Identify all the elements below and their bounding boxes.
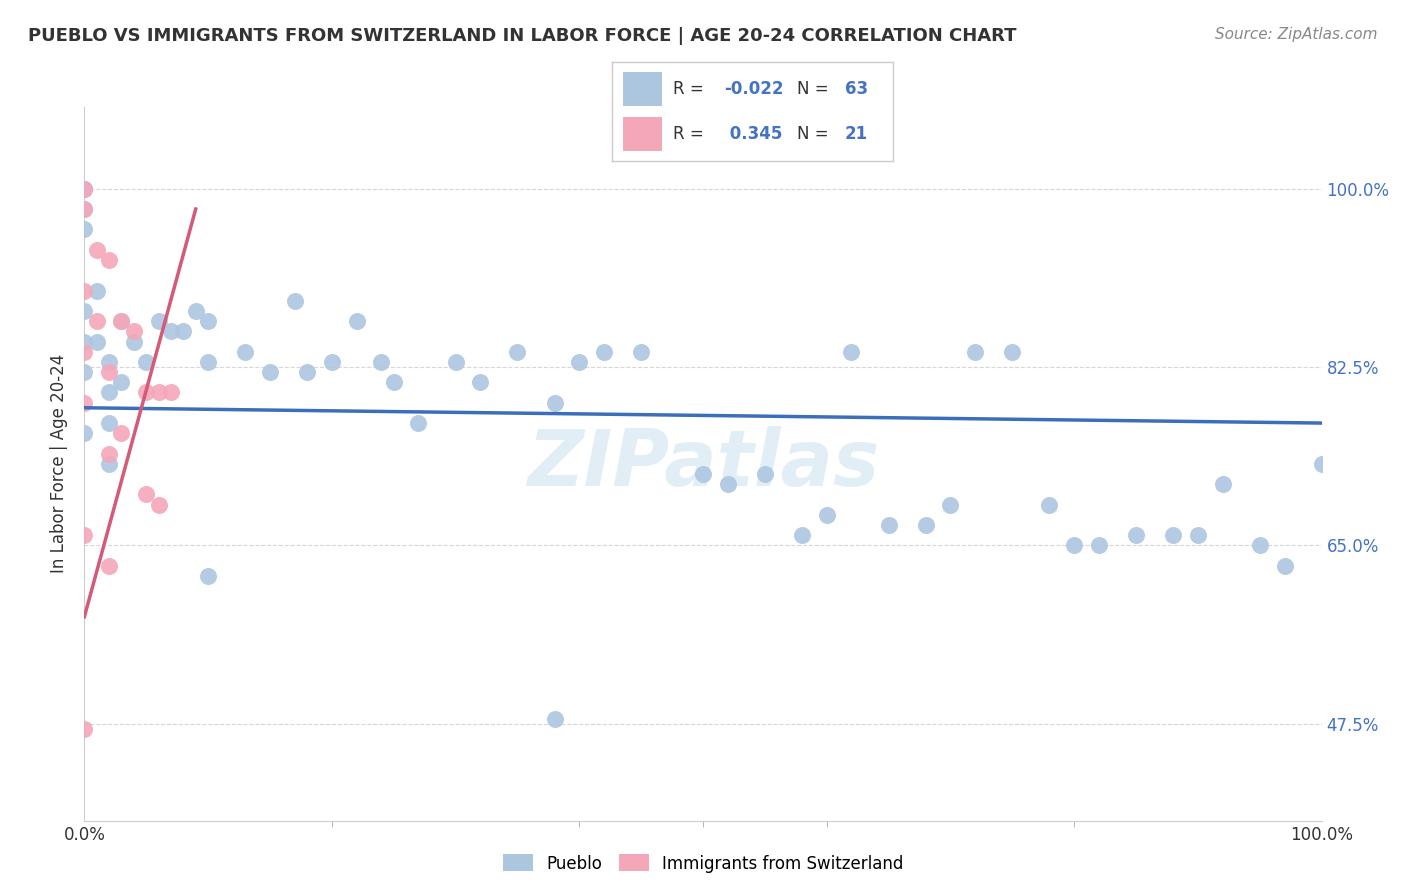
Point bbox=[717, 477, 740, 491]
Point bbox=[197, 569, 219, 583]
Text: 63: 63 bbox=[845, 80, 868, 98]
Point bbox=[543, 712, 565, 726]
Point bbox=[754, 467, 776, 481]
Point bbox=[568, 355, 591, 369]
Point bbox=[73, 528, 96, 542]
Bar bbox=[623, 118, 662, 151]
Point bbox=[110, 426, 132, 441]
Point bbox=[470, 376, 492, 390]
Point bbox=[135, 355, 157, 369]
Point bbox=[73, 426, 96, 441]
Text: N =: N = bbox=[797, 80, 834, 98]
Point bbox=[965, 344, 987, 359]
Point bbox=[122, 334, 145, 349]
Point bbox=[73, 395, 96, 409]
Point bbox=[841, 344, 863, 359]
Point bbox=[284, 293, 307, 308]
Point bbox=[1161, 528, 1184, 542]
Point bbox=[73, 722, 96, 736]
Legend: Pueblo, Immigrants from Switzerland: Pueblo, Immigrants from Switzerland bbox=[496, 847, 910, 880]
Point bbox=[98, 365, 121, 379]
Point bbox=[1310, 457, 1333, 471]
Point bbox=[197, 314, 219, 328]
Point bbox=[86, 334, 108, 349]
Point bbox=[295, 365, 318, 379]
Text: ZIPatlas: ZIPatlas bbox=[527, 425, 879, 502]
Point bbox=[86, 243, 108, 257]
Point bbox=[160, 385, 183, 400]
Point bbox=[160, 324, 183, 338]
Point bbox=[73, 181, 96, 195]
Point bbox=[86, 284, 108, 298]
Point bbox=[259, 365, 281, 379]
Point bbox=[98, 385, 121, 400]
Y-axis label: In Labor Force | Age 20-24: In Labor Force | Age 20-24 bbox=[49, 354, 67, 574]
Point bbox=[98, 355, 121, 369]
Text: -0.022: -0.022 bbox=[724, 80, 783, 98]
Point bbox=[321, 355, 343, 369]
Point bbox=[382, 376, 405, 390]
Point bbox=[1274, 558, 1296, 573]
Point bbox=[444, 355, 467, 369]
Point bbox=[630, 344, 652, 359]
Point bbox=[1249, 538, 1271, 552]
Point bbox=[370, 355, 392, 369]
Point bbox=[914, 518, 936, 533]
Point bbox=[135, 487, 157, 501]
Point bbox=[815, 508, 838, 522]
Point bbox=[184, 304, 207, 318]
Point bbox=[1088, 538, 1111, 552]
Point bbox=[135, 385, 157, 400]
Point bbox=[98, 416, 121, 430]
Point bbox=[73, 304, 96, 318]
Point bbox=[593, 344, 616, 359]
Point bbox=[110, 314, 132, 328]
Point bbox=[98, 447, 121, 461]
Text: PUEBLO VS IMMIGRANTS FROM SWITZERLAND IN LABOR FORCE | AGE 20-24 CORRELATION CHA: PUEBLO VS IMMIGRANTS FROM SWITZERLAND IN… bbox=[28, 27, 1017, 45]
Point bbox=[197, 355, 219, 369]
Point bbox=[73, 365, 96, 379]
Point bbox=[73, 202, 96, 216]
Point bbox=[73, 334, 96, 349]
Point bbox=[122, 324, 145, 338]
Point bbox=[877, 518, 900, 533]
Point bbox=[408, 416, 430, 430]
Point bbox=[73, 222, 96, 236]
Point bbox=[73, 181, 96, 195]
Point bbox=[939, 498, 962, 512]
Point bbox=[73, 284, 96, 298]
Point bbox=[73, 181, 96, 195]
Point bbox=[172, 324, 194, 338]
Point bbox=[98, 558, 121, 573]
Text: 0.345: 0.345 bbox=[724, 125, 783, 143]
Point bbox=[233, 344, 256, 359]
Point bbox=[1125, 528, 1147, 542]
Point bbox=[1001, 344, 1024, 359]
Point bbox=[1063, 538, 1085, 552]
Point bbox=[110, 314, 132, 328]
Point bbox=[110, 376, 132, 390]
Text: N =: N = bbox=[797, 125, 834, 143]
Point bbox=[506, 344, 529, 359]
Point bbox=[1187, 528, 1209, 542]
Point bbox=[543, 395, 565, 409]
Text: R =: R = bbox=[673, 80, 710, 98]
Text: Source: ZipAtlas.com: Source: ZipAtlas.com bbox=[1215, 27, 1378, 42]
Point bbox=[1038, 498, 1060, 512]
Point bbox=[73, 344, 96, 359]
Point bbox=[98, 457, 121, 471]
Text: R =: R = bbox=[673, 125, 710, 143]
Point bbox=[790, 528, 813, 542]
Point bbox=[73, 202, 96, 216]
Point bbox=[692, 467, 714, 481]
Point bbox=[86, 314, 108, 328]
Bar bbox=[623, 72, 662, 105]
Text: 21: 21 bbox=[845, 125, 868, 143]
Point bbox=[148, 385, 170, 400]
Point bbox=[98, 252, 121, 267]
Point bbox=[346, 314, 368, 328]
Point bbox=[148, 314, 170, 328]
Point bbox=[1212, 477, 1234, 491]
Point bbox=[148, 498, 170, 512]
